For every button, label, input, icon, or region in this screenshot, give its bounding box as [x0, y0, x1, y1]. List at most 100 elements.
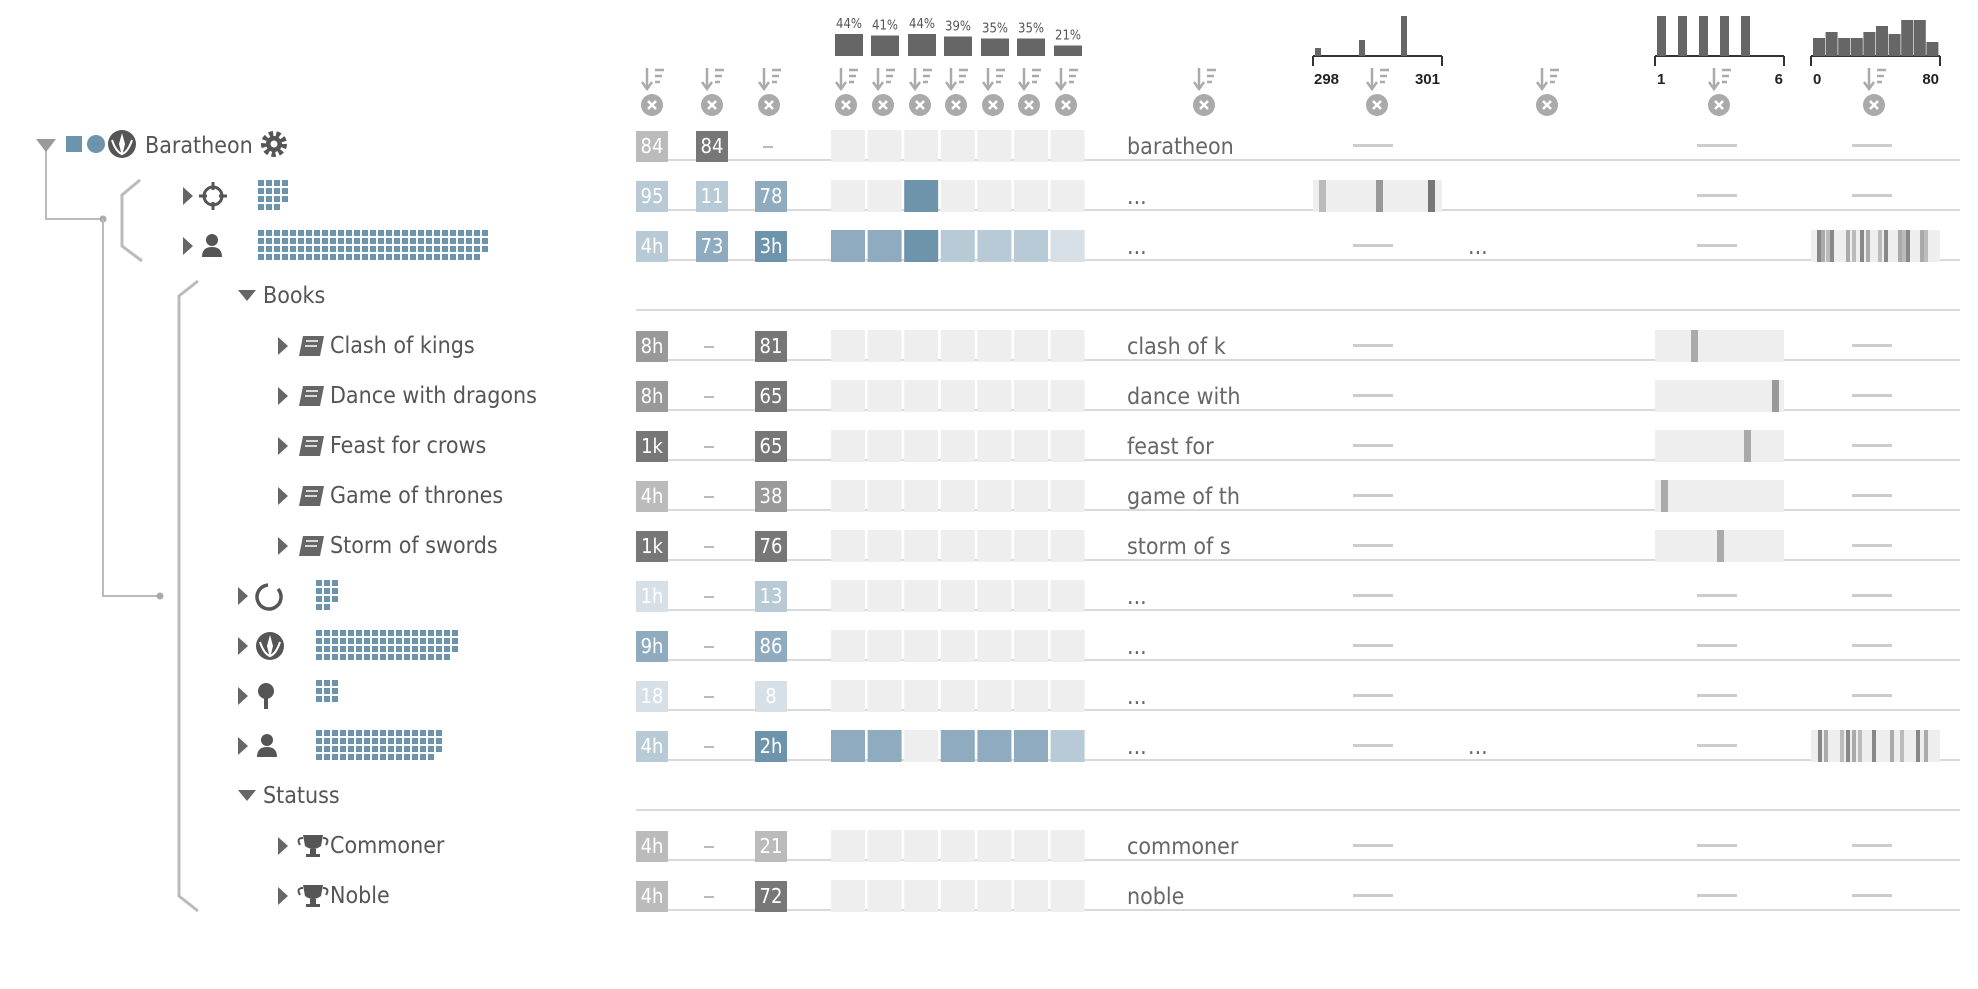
person-icon-body [202, 247, 222, 257]
remove-column-icon[interactable] [701, 94, 723, 116]
sort-icon[interactable] [1192, 68, 1216, 92]
expand-toggle[interactable] [238, 687, 248, 705]
group-label-books[interactable]: Books [263, 283, 326, 309]
collapse-toggle[interactable] [36, 139, 56, 152]
sort-icon[interactable] [1365, 68, 1389, 92]
dot-matrix [378, 230, 384, 236]
dot-matrix [436, 746, 442, 752]
heatmap-cell [867, 580, 902, 612]
value-cell: 1h [636, 581, 668, 612]
dot-matrix [338, 230, 344, 236]
heatmap-cell [1014, 730, 1048, 762]
heatmap-cell [1014, 630, 1048, 662]
percent-bar [981, 38, 1009, 56]
dot-matrix [370, 246, 376, 252]
heatmap-cell [940, 430, 975, 462]
percent-label: 44% [836, 17, 862, 32]
expand-toggle[interactable] [278, 487, 288, 505]
row-label-baratheon[interactable]: Baratheon [145, 133, 253, 159]
remove-column-icon[interactable] [1018, 94, 1040, 116]
expand-toggle[interactable] [183, 237, 193, 255]
value-strip [1655, 330, 1784, 362]
remove-column-icon[interactable] [1708, 94, 1730, 116]
sort-icon[interactable] [640, 68, 664, 92]
remove-column-icon[interactable] [945, 94, 967, 116]
collapse-toggle[interactable] [238, 290, 256, 301]
remove-column-icon[interactable] [909, 94, 931, 116]
empty-value-line [1852, 144, 1892, 147]
percent-bar [944, 36, 972, 56]
dot-matrix [436, 638, 442, 644]
remove-column-icon[interactable] [1366, 94, 1388, 116]
dot-matrix [380, 730, 386, 736]
gear-icon[interactable] [261, 131, 287, 157]
row-label-book[interactable]: Feast for crows [330, 433, 487, 459]
remove-column-icon[interactable] [835, 94, 857, 116]
sort-icon[interactable] [944, 68, 968, 92]
sort-icon[interactable] [871, 68, 895, 92]
histogram-bar [1850, 38, 1863, 56]
heatmap-cell [904, 680, 939, 712]
dot-matrix [412, 630, 418, 636]
row-label-book[interactable]: Clash of kings [330, 333, 475, 359]
heatmap-cell [977, 130, 1012, 162]
remove-column-icon[interactable] [1055, 94, 1077, 116]
expand-toggle[interactable] [278, 537, 288, 555]
collapse-toggle[interactable] [238, 790, 256, 801]
sort-icon[interactable] [1707, 68, 1731, 92]
circle-aggregate-icon[interactable] [87, 135, 105, 153]
row-label-book[interactable]: Dance with dragons [330, 383, 537, 409]
remove-column-icon[interactable] [641, 94, 663, 116]
expand-toggle[interactable] [278, 837, 288, 855]
row-label-status[interactable]: Commoner [330, 833, 445, 859]
row-label-book[interactable]: Storm of swords [330, 533, 498, 559]
sort-icon[interactable] [834, 68, 858, 92]
sort-icon[interactable] [757, 68, 781, 92]
string-value: ... [1127, 234, 1147, 260]
histogram-bar [1863, 32, 1876, 56]
sort-icon[interactable] [700, 68, 724, 92]
expand-toggle[interactable] [238, 637, 248, 655]
sort-icon[interactable] [981, 68, 1005, 92]
group-label-status[interactable]: Statuss [263, 783, 340, 809]
remove-column-icon[interactable] [872, 94, 894, 116]
empty-value-line [1852, 494, 1892, 497]
histogram-bar [1913, 20, 1926, 56]
sort-icon[interactable] [908, 68, 932, 92]
remove-column-icon[interactable] [1863, 94, 1885, 116]
sort-icon[interactable] [1535, 68, 1559, 92]
sort-icon[interactable] [1054, 68, 1078, 92]
square-aggregate-icon[interactable] [66, 136, 82, 152]
dot-matrix [444, 638, 450, 644]
dot-matrix [482, 246, 488, 252]
expand-toggle[interactable] [278, 337, 288, 355]
expand-toggle[interactable] [278, 387, 288, 405]
expand-toggle[interactable] [238, 587, 248, 605]
remove-column-icon[interactable] [1193, 94, 1215, 116]
dot-matrix [402, 238, 408, 244]
sort-icon[interactable] [1862, 68, 1886, 92]
dot-matrix [324, 596, 330, 602]
expand-toggle[interactable] [183, 187, 193, 205]
row-label-status[interactable]: Noble [330, 883, 390, 909]
dot-matrix [346, 238, 352, 244]
heatmap-cell [867, 630, 902, 662]
remove-column-icon[interactable] [1536, 94, 1558, 116]
dot-matrix [436, 738, 442, 744]
dot-matrix [428, 746, 434, 752]
strip-tick [1924, 730, 1928, 762]
dot-matrix [258, 180, 264, 186]
dot-matrix [362, 246, 368, 252]
strip-tick [1772, 380, 1779, 412]
expand-toggle[interactable] [278, 887, 288, 905]
expand-toggle[interactable] [278, 437, 288, 455]
histogram-min-label: 0 [1813, 71, 1821, 88]
remove-column-icon[interactable] [982, 94, 1004, 116]
heatmap-cell [940, 180, 975, 212]
dot-matrix [330, 246, 336, 252]
row-label-book[interactable]: Game of thrones [330, 483, 504, 509]
strip-tick [1872, 730, 1876, 762]
expand-toggle[interactable] [238, 737, 248, 755]
remove-column-icon[interactable] [758, 94, 780, 116]
sort-icon[interactable] [1017, 68, 1041, 92]
